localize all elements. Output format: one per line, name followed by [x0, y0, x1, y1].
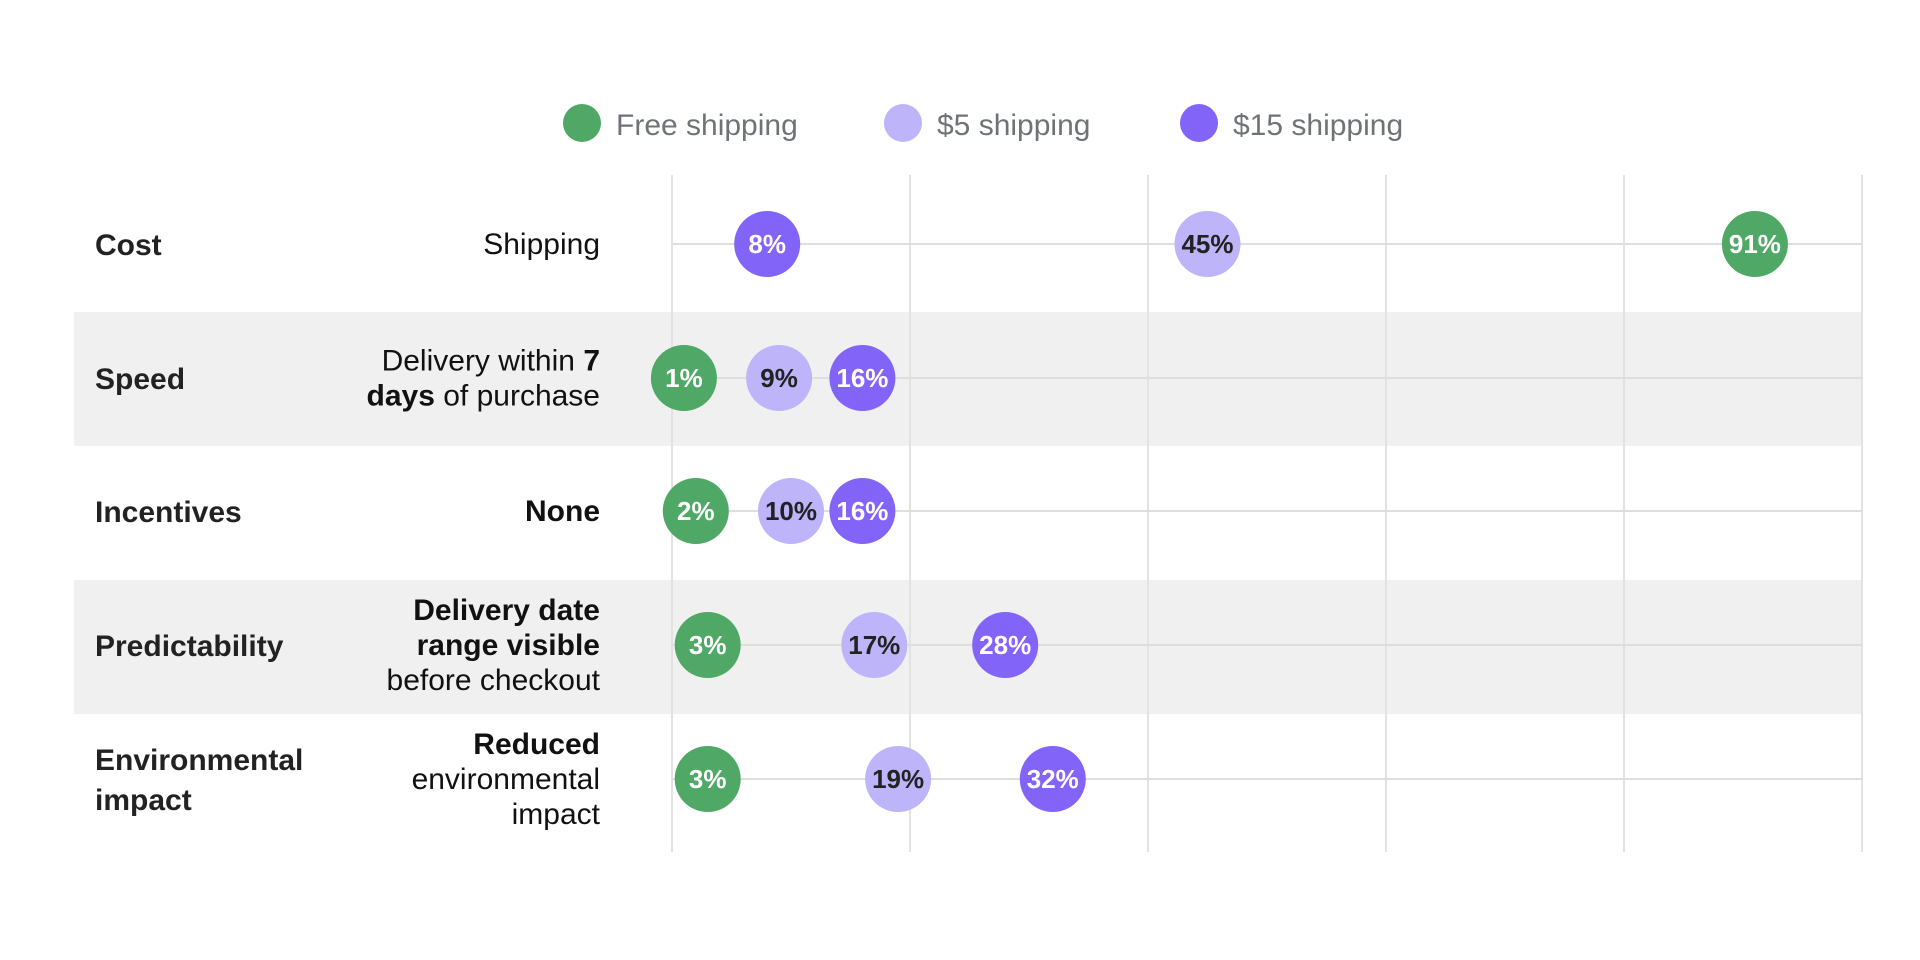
data-point-marker: [1174, 211, 1241, 277]
attribute-label-segment: impact: [512, 798, 601, 831]
attribute-label-segment: environmental: [412, 763, 600, 796]
data-point: 9%: [746, 345, 813, 411]
data-point: 3%: [674, 612, 741, 678]
attribute-label: days of purchase: [367, 380, 601, 413]
legend-label: $15 shipping: [1233, 109, 1403, 142]
data-point: 19%: [865, 746, 932, 812]
attribute-label: before checkout: [387, 664, 601, 697]
data-point: 16%: [829, 345, 896, 411]
legend-swatch: [884, 104, 922, 142]
category-label-line: Predictability: [95, 630, 284, 663]
data-point-marker: [650, 345, 717, 411]
data-point-marker: [1721, 211, 1788, 277]
attribute-label-segment: Reduced: [473, 728, 600, 761]
data-point-marker: [829, 478, 896, 544]
data-point: 2%: [662, 478, 729, 544]
category-label: Predictability: [95, 630, 284, 663]
data-point-marker: [662, 478, 729, 544]
legend-item: $5 shipping: [884, 104, 1090, 142]
attribute-label: Delivery date: [413, 594, 600, 627]
attribute-label-segment: 7: [583, 345, 600, 378]
category-label: Incentives: [95, 496, 242, 529]
legend-swatch: [1180, 104, 1218, 142]
data-label: 3%: [689, 630, 727, 660]
data-label: 91%: [1729, 229, 1781, 259]
data-point: 3%: [674, 746, 741, 812]
attribute-label-segment: of purchase: [435, 380, 600, 413]
attribute-label: Shipping: [483, 228, 600, 261]
legend-item: Free shipping: [563, 104, 798, 142]
data-point-marker: [674, 612, 741, 678]
attribute-label: environmental: [412, 763, 600, 796]
data-label: 8%: [748, 229, 786, 259]
data-label: 28%: [979, 630, 1031, 660]
data-label: 17%: [848, 630, 900, 660]
data-point: 10%: [758, 478, 824, 544]
category-label: Cost: [95, 229, 162, 262]
category-label-line: Incentives: [95, 496, 242, 529]
data-label: 3%: [689, 764, 727, 794]
attribute-label-segment: None: [525, 495, 600, 528]
data-point: 32%: [1019, 746, 1086, 812]
category-label: Environmental impact: [95, 744, 303, 817]
data-point: 8%: [734, 211, 801, 277]
legend-label: Free shipping: [616, 109, 798, 142]
attribute-label: range visible: [417, 629, 600, 662]
data-point-marker: [841, 612, 908, 678]
attribute-label-segment: range visible: [417, 629, 600, 662]
row-band: [74, 580, 1862, 714]
data-label: 45%: [1181, 229, 1233, 259]
category-label-line: impact: [95, 784, 192, 817]
legend-swatch: [563, 104, 601, 142]
data-point-marker: [829, 345, 896, 411]
data-point-marker: [865, 746, 932, 812]
data-point-marker: [746, 345, 813, 411]
category-label-line: Speed: [95, 363, 185, 396]
attribute-label-segment: Delivery date: [413, 594, 600, 627]
attribute-label: Delivery within 7: [382, 345, 600, 378]
data-point: 28%: [972, 612, 1039, 678]
attribute-label-segment: Shipping: [483, 228, 600, 261]
category-label-line: Cost: [95, 229, 162, 262]
data-point: 17%: [841, 612, 908, 678]
data-point-marker: [1019, 746, 1086, 812]
data-point-marker: [972, 612, 1039, 678]
attribute-label-segment: before checkout: [387, 664, 601, 697]
data-point: 91%: [1721, 211, 1788, 277]
data-label: 1%: [665, 363, 703, 393]
data-label: 9%: [760, 363, 798, 393]
data-label: 16%: [836, 496, 888, 526]
legend: Free shipping $5 shipping $15 shipping: [563, 104, 1403, 142]
data-points: 91% 45% 8% 1% 9% 16% 2% 10% 16% 3% 17% 28% 3% 19% 32%: [650, 211, 1788, 812]
category-label: Speed: [95, 363, 185, 396]
data-point: 16%: [829, 478, 896, 544]
attribute-label: Reduced: [473, 728, 600, 761]
row-bands: [74, 312, 1862, 714]
legend-label: $5 shipping: [937, 109, 1090, 142]
data-label: 32%: [1027, 764, 1079, 794]
data-label: 16%: [836, 363, 888, 393]
data-point: 1%: [650, 345, 717, 411]
attribute-label-segment: days: [367, 380, 435, 413]
gridlines: [671, 175, 1863, 852]
legend-item: $15 shipping: [1180, 104, 1403, 142]
data-label: 10%: [765, 496, 817, 526]
attribute-label: impact: [512, 798, 601, 831]
data-point: 45%: [1174, 211, 1241, 277]
attribute-label: None: [525, 495, 600, 528]
category-label-line: Environmental: [95, 744, 303, 777]
attribute-label-segment: Delivery within: [382, 345, 584, 378]
data-point-marker: [674, 746, 741, 812]
data-point-marker: [734, 211, 801, 277]
data-point-marker: [758, 478, 824, 544]
data-label: 2%: [677, 496, 715, 526]
data-label: 19%: [872, 764, 924, 794]
